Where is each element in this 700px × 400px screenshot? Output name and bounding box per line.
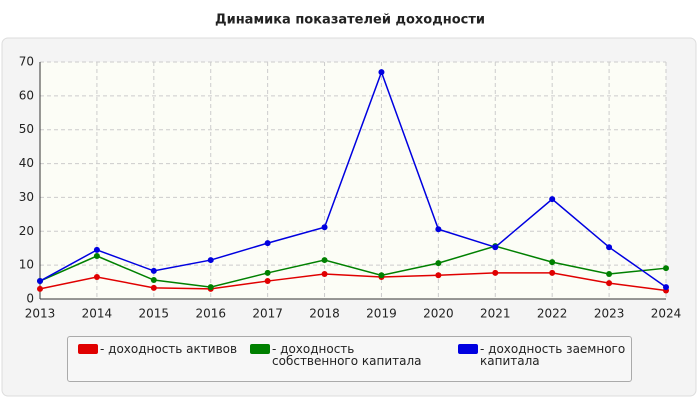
- point: [264, 240, 271, 247]
- y-tick-label: 10: [19, 258, 34, 272]
- legend-swatch: [458, 344, 478, 354]
- x-tick-label: 2017: [252, 307, 283, 321]
- legend-label: - доходность заемного капитала: [480, 342, 626, 368]
- series-line: [39, 272, 667, 292]
- y-tick-label: 0: [26, 292, 34, 306]
- point: [207, 257, 214, 264]
- point: [549, 196, 556, 203]
- point: [663, 265, 669, 272]
- point: [264, 278, 271, 285]
- point: [37, 285, 43, 292]
- point: [378, 69, 385, 76]
- point: [492, 244, 499, 251]
- legend-item: - доходность собственного капитала: [250, 343, 422, 367]
- plot-area: [40, 62, 666, 299]
- point: [321, 257, 328, 264]
- y-tick-label: 50: [19, 122, 34, 136]
- y-tick-label: 60: [19, 88, 34, 102]
- point: [150, 284, 157, 291]
- legend-label: - доходность собственного капитала: [272, 342, 422, 368]
- point: [606, 244, 613, 251]
- series-line: [39, 69, 667, 288]
- x-tick-label: 2014: [82, 307, 113, 321]
- point: [435, 272, 442, 279]
- point: [378, 272, 385, 279]
- chart-title: Динамика показателей доходности: [215, 13, 485, 28]
- point: [264, 269, 271, 276]
- y-tick-label: 70: [19, 55, 34, 69]
- point: [150, 277, 157, 284]
- legend-label: - доходность активов: [100, 342, 238, 356]
- point: [606, 270, 613, 277]
- point: [549, 259, 556, 266]
- point: [37, 278, 43, 285]
- x-tick-label: 2016: [195, 307, 226, 321]
- point: [207, 284, 214, 291]
- point: [492, 269, 499, 276]
- x-tick-label: 2019: [366, 307, 397, 321]
- x-tick-label: 2024: [651, 307, 682, 321]
- point: [663, 284, 669, 291]
- legend-swatch: [78, 344, 98, 354]
- point: [321, 224, 328, 231]
- legend: - доходность активов - доходность собстве…: [67, 336, 632, 382]
- series-line: [39, 245, 667, 288]
- point: [606, 280, 613, 287]
- point: [321, 270, 328, 277]
- point: [549, 269, 556, 276]
- point: [435, 226, 442, 233]
- x-tick-label: 2015: [139, 307, 170, 321]
- point: [93, 273, 100, 280]
- legend-item: - доходность заемного капитала: [458, 343, 630, 367]
- x-tick-label: 2023: [594, 307, 625, 321]
- point: [93, 253, 100, 260]
- point: [150, 267, 157, 274]
- x-tick-label: 2013: [25, 307, 56, 321]
- x-tick-label: 2022: [537, 307, 568, 321]
- y-tick-label: 40: [19, 156, 34, 170]
- legend-item: - доходность активов: [78, 343, 250, 355]
- point: [93, 246, 100, 253]
- y-tick-label: 30: [19, 190, 34, 204]
- point: [435, 260, 442, 267]
- x-tick-label: 2020: [423, 307, 454, 321]
- x-tick-label: 2018: [309, 307, 340, 321]
- x-tick-label: 2021: [480, 307, 511, 321]
- legend-swatch: [250, 344, 270, 354]
- y-tick-label: 20: [19, 224, 34, 238]
